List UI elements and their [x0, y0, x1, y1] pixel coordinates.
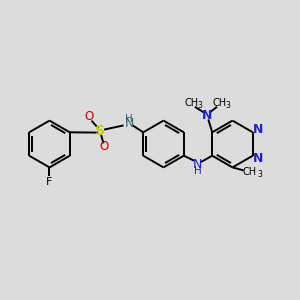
Text: 3: 3 — [197, 101, 202, 110]
Text: N: N — [193, 158, 202, 171]
Text: CH: CH — [212, 98, 226, 108]
Text: N: N — [124, 117, 134, 130]
Text: H: H — [125, 114, 133, 124]
Text: CH: CH — [184, 98, 198, 108]
Text: N: N — [253, 152, 263, 165]
Text: S: S — [95, 124, 106, 138]
Text: N: N — [253, 123, 263, 136]
Text: H: H — [194, 166, 202, 176]
Text: 3: 3 — [225, 101, 230, 110]
Text: O: O — [85, 110, 94, 124]
Text: 3: 3 — [257, 170, 262, 179]
Text: N: N — [202, 109, 212, 122]
Text: CH: CH — [242, 167, 257, 177]
Text: F: F — [46, 177, 53, 187]
Text: O: O — [100, 140, 109, 154]
